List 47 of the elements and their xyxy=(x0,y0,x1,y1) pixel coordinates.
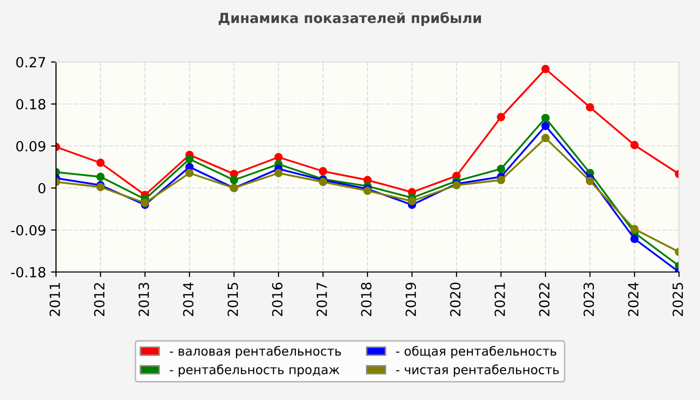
x-tick-label: 2022 xyxy=(539,283,550,316)
y-tick-label: 0.18 xyxy=(16,98,46,110)
point xyxy=(408,196,416,206)
x-tick-label: 2017 xyxy=(316,282,328,316)
legend-label: - общая рентабельность xyxy=(396,346,556,358)
point xyxy=(586,103,594,112)
legend-label: - валовая рентабельность xyxy=(170,346,341,358)
point xyxy=(630,140,639,150)
x-tick-label: 2011 xyxy=(50,283,60,316)
point xyxy=(318,167,328,176)
x-tick-label: 2020 xyxy=(450,282,461,316)
point xyxy=(185,154,194,164)
x-tick-label: 2013 xyxy=(138,282,150,316)
point xyxy=(541,122,550,130)
x-tick-label: 2019 xyxy=(406,282,416,316)
x-tick-label: 2021 xyxy=(494,283,506,316)
y-tick-label: 0.27 xyxy=(16,56,46,68)
x-tick-label: 2015 xyxy=(228,282,238,316)
legend-label: - чистая рентабельность xyxy=(396,364,559,377)
point xyxy=(230,176,238,184)
point xyxy=(630,224,639,234)
y-tick-label: 0.09 xyxy=(16,140,46,152)
point xyxy=(274,153,283,162)
point xyxy=(496,112,506,122)
point xyxy=(630,234,639,244)
y-tick-label: -0.09 xyxy=(11,224,46,236)
point xyxy=(274,168,283,178)
y-tick-label: -0.18 xyxy=(11,266,46,278)
x-tick-label: 2018 xyxy=(361,282,372,316)
legend-label: - рентабельность продаж xyxy=(170,364,340,377)
x-tick-label: 2023 xyxy=(584,282,594,316)
point xyxy=(541,134,550,142)
x-tick-label: 2025 xyxy=(672,282,684,316)
y-tick-label: 0 xyxy=(38,182,46,194)
point xyxy=(541,64,550,74)
point xyxy=(96,172,105,181)
point xyxy=(185,168,194,178)
x-tick-label: 2012 xyxy=(94,283,105,316)
x-tick-label: 2024 xyxy=(628,282,639,316)
x-tick-label: 2014 xyxy=(183,282,194,316)
point xyxy=(586,176,594,186)
x-tick-label: 2016 xyxy=(272,282,283,316)
chart-title: Динамика показателей прибыли xyxy=(218,12,481,26)
point xyxy=(96,158,105,167)
point xyxy=(541,114,550,122)
point xyxy=(496,164,506,174)
point xyxy=(496,176,506,184)
